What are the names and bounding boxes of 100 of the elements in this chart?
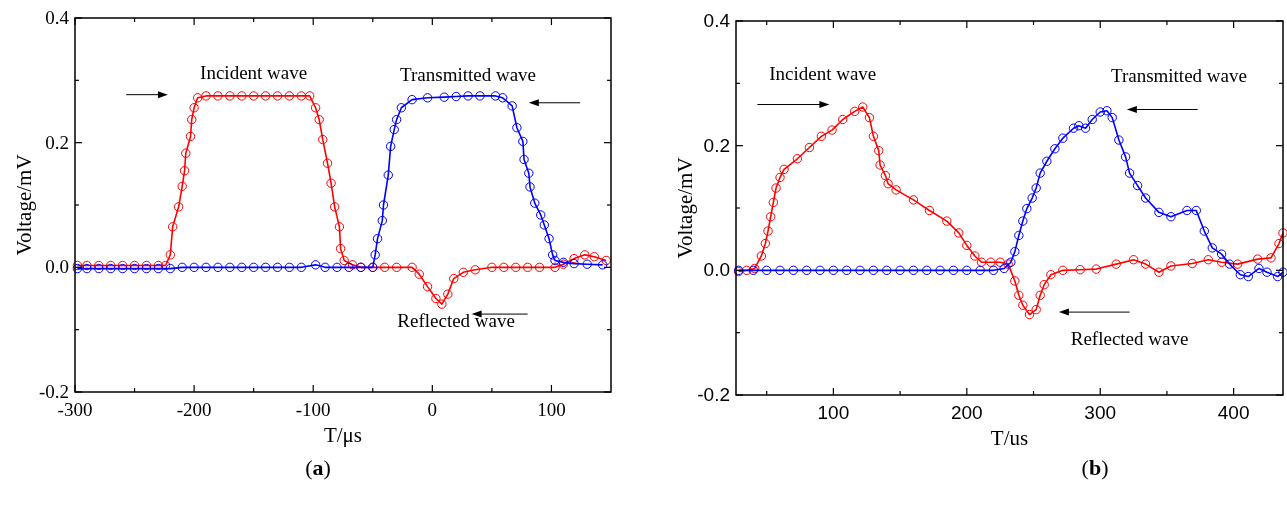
point [1182,205,1192,216]
point [451,91,461,102]
point [804,142,815,153]
x-axis-title: T/us [990,426,1029,450]
point [544,233,554,244]
point [842,265,852,276]
point [518,136,528,147]
point [497,93,508,103]
point [1095,107,1105,117]
point [519,154,529,165]
x-tick-label: 200 [950,402,983,423]
point [788,265,799,276]
annotation: Incident wave [769,63,877,85]
y-tick-label: 0.2 [45,131,69,153]
annotation: Reflected wave [397,310,515,332]
point [1075,265,1085,275]
point [1039,279,1049,290]
point [512,123,522,133]
text: (b) [1081,455,1109,480]
y-axis-title: Voltage/mV [12,154,36,256]
point [1254,263,1264,274]
point [775,265,785,276]
point [855,265,865,276]
point [828,265,839,276]
point [1224,259,1235,269]
point [908,195,919,205]
point [1022,203,1032,214]
point [1187,258,1197,269]
point [1018,300,1028,310]
point [954,228,964,238]
point [1102,106,1112,116]
point [391,114,402,125]
point [1024,309,1035,320]
point [225,262,235,273]
point [1111,259,1121,269]
point [378,200,389,210]
point [756,251,767,261]
point [995,257,1005,267]
point [999,263,1009,274]
point [970,251,980,261]
point [201,262,211,273]
point [1107,112,1117,123]
point [597,260,608,270]
point [895,265,905,276]
point [569,258,579,269]
point [396,103,407,113]
point [1252,254,1263,264]
point [1166,212,1176,222]
point [547,250,558,260]
point [1243,271,1254,282]
point [1140,193,1151,203]
x-tick-label: -100 [295,399,331,420]
point [377,215,388,226]
x-tick-label: -300 [57,399,93,420]
point [802,265,812,276]
point [539,220,549,230]
point [1114,135,1124,145]
point [1272,271,1283,282]
point [525,182,535,192]
point [935,265,945,276]
x-tick-label: -200 [176,399,212,420]
point [1262,267,1272,277]
y-tick-label: 0.2 [703,134,730,156]
point [1124,168,1135,178]
point [1035,168,1045,178]
point [1216,257,1227,267]
point [407,94,417,105]
point [296,262,307,273]
point [1266,253,1276,263]
point [1080,123,1091,133]
point [248,262,259,273]
point [874,145,884,156]
point [177,262,187,273]
y-tick-label: -0.2 [38,381,69,402]
point [986,257,996,267]
y-tick-label: 0.4 [45,7,70,28]
point [775,172,785,183]
point [1132,180,1143,191]
point [524,168,534,178]
point [908,265,919,276]
point [536,210,546,220]
point [792,154,803,164]
point [344,262,354,273]
point [284,262,295,273]
point [165,263,175,274]
point [771,183,781,193]
point [490,91,501,101]
point [942,216,952,226]
point [1058,133,1068,143]
point [875,160,885,170]
y-tick-label: 0.0 [45,256,69,278]
point [768,197,779,208]
point [1042,156,1052,166]
point [422,93,433,103]
point [760,238,771,249]
point [882,265,892,276]
point [385,141,396,152]
point [383,170,393,180]
annotation: Transmitted wave [400,64,537,86]
point [237,262,247,273]
